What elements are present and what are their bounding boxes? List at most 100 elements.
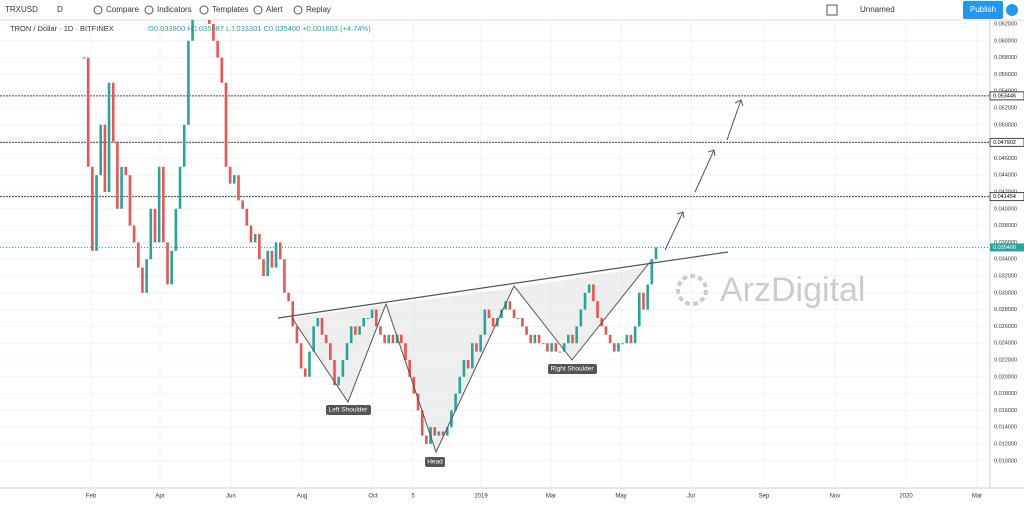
candle — [82, 57, 86, 59]
candle — [379, 326, 382, 335]
layout-name[interactable]: Unnamed — [860, 5, 895, 14]
candle — [387, 334, 391, 344]
candle — [370, 309, 374, 318]
toolbar-icon — [253, 5, 263, 15]
candle — [596, 301, 599, 318]
candle — [153, 208, 157, 243]
publish-button[interactable] — [963, 1, 1003, 19]
candle — [178, 166, 182, 209]
candle — [562, 343, 566, 352]
arrows — [664, 99, 744, 251]
candle — [245, 208, 249, 226]
legend-instrument: TRON / Dollar · 1D · BITFINEX — [10, 24, 114, 33]
candle — [224, 82, 228, 167]
candle — [191, 20, 194, 41]
candle — [362, 318, 366, 327]
candle — [220, 57, 224, 83]
candle — [170, 250, 173, 285]
grid — [0, 20, 990, 488]
pattern-zigzag — [291, 261, 651, 454]
candle — [487, 309, 491, 318]
candle — [124, 166, 128, 176]
candle — [166, 242, 169, 285]
candle — [521, 318, 524, 327]
level-tag — [989, 192, 1024, 202]
symbol[interactable]: TRXUSD — [5, 5, 38, 14]
candle — [333, 360, 336, 386]
candle — [341, 360, 345, 377]
head-label: Head — [427, 459, 443, 466]
candle — [228, 166, 232, 184]
candle — [95, 175, 98, 251]
price-label: 0.062000 — [994, 21, 1017, 27]
level-label: 0.047902 — [993, 140, 1016, 146]
candle — [550, 343, 553, 352]
watermark: ArzDigital — [720, 271, 865, 309]
interval[interactable]: D — [57, 5, 63, 14]
price-label: 0.012000 — [994, 441, 1017, 447]
price-label: 0.022000 — [994, 357, 1017, 363]
toolbar-item[interactable]: Replay — [306, 5, 331, 14]
price-label: 0.014000 — [994, 425, 1017, 431]
candle — [303, 368, 307, 377]
candle — [529, 334, 533, 344]
candle — [291, 301, 295, 327]
time-label: Mar — [546, 494, 556, 500]
candle — [249, 225, 253, 243]
candle — [654, 247, 658, 260]
candle — [103, 124, 107, 192]
toolbar-item[interactable]: Alert — [266, 5, 283, 14]
candle — [533, 334, 537, 344]
play-button[interactable] — [1006, 4, 1018, 16]
toolbar-icon — [93, 5, 103, 15]
price-label: 0.018000 — [994, 391, 1017, 397]
candle — [404, 343, 407, 360]
axes: 0.0620000.0600000.0580000.0560000.054000… — [86, 21, 1024, 500]
time-label: Jun — [226, 494, 236, 500]
label-box — [326, 405, 371, 415]
toolbar-item[interactable]: Templates — [212, 5, 248, 14]
candle — [558, 351, 562, 353]
publish-label: Publish — [970, 5, 996, 14]
candle — [266, 250, 270, 276]
candle — [500, 309, 503, 318]
price-label: 0.060000 — [994, 38, 1017, 44]
candle — [475, 343, 478, 352]
level-label: 0.053446 — [993, 93, 1016, 99]
toolbar-items: Compare Indicators Templates Alert Replay — [93, 5, 331, 15]
toolbar-item[interactable]: Indicators — [157, 5, 192, 14]
candle — [567, 334, 570, 344]
candle — [287, 292, 290, 302]
candle — [512, 309, 516, 318]
candle — [504, 301, 507, 310]
time-label: Apr — [155, 494, 164, 500]
level-tag — [989, 137, 1024, 147]
candle — [187, 40, 190, 125]
candle — [617, 343, 620, 352]
candle — [241, 200, 244, 209]
price-label: 0.030000 — [994, 290, 1017, 296]
candle — [116, 141, 119, 209]
time-label: May — [615, 494, 626, 500]
watermark-icon — [676, 274, 708, 306]
checkbox[interactable] — [826, 4, 838, 16]
time-label: Jul — [687, 494, 695, 500]
candle — [107, 82, 111, 192]
candle — [625, 334, 629, 344]
level-label: 0.041454 — [993, 194, 1016, 200]
level-tag — [989, 91, 1024, 101]
candle — [650, 259, 654, 285]
toolbar-item[interactable]: Compare — [106, 5, 139, 14]
price-label: 0.052000 — [994, 105, 1017, 111]
candle — [441, 431, 445, 436]
candle — [466, 360, 470, 369]
candle — [425, 435, 428, 444]
candle — [612, 343, 616, 352]
candle — [132, 225, 136, 243]
label-box — [425, 457, 445, 467]
candle — [91, 166, 94, 251]
toolbar-icon — [144, 5, 154, 15]
candle — [258, 234, 261, 260]
candle — [416, 393, 420, 411]
candle — [537, 334, 541, 344]
